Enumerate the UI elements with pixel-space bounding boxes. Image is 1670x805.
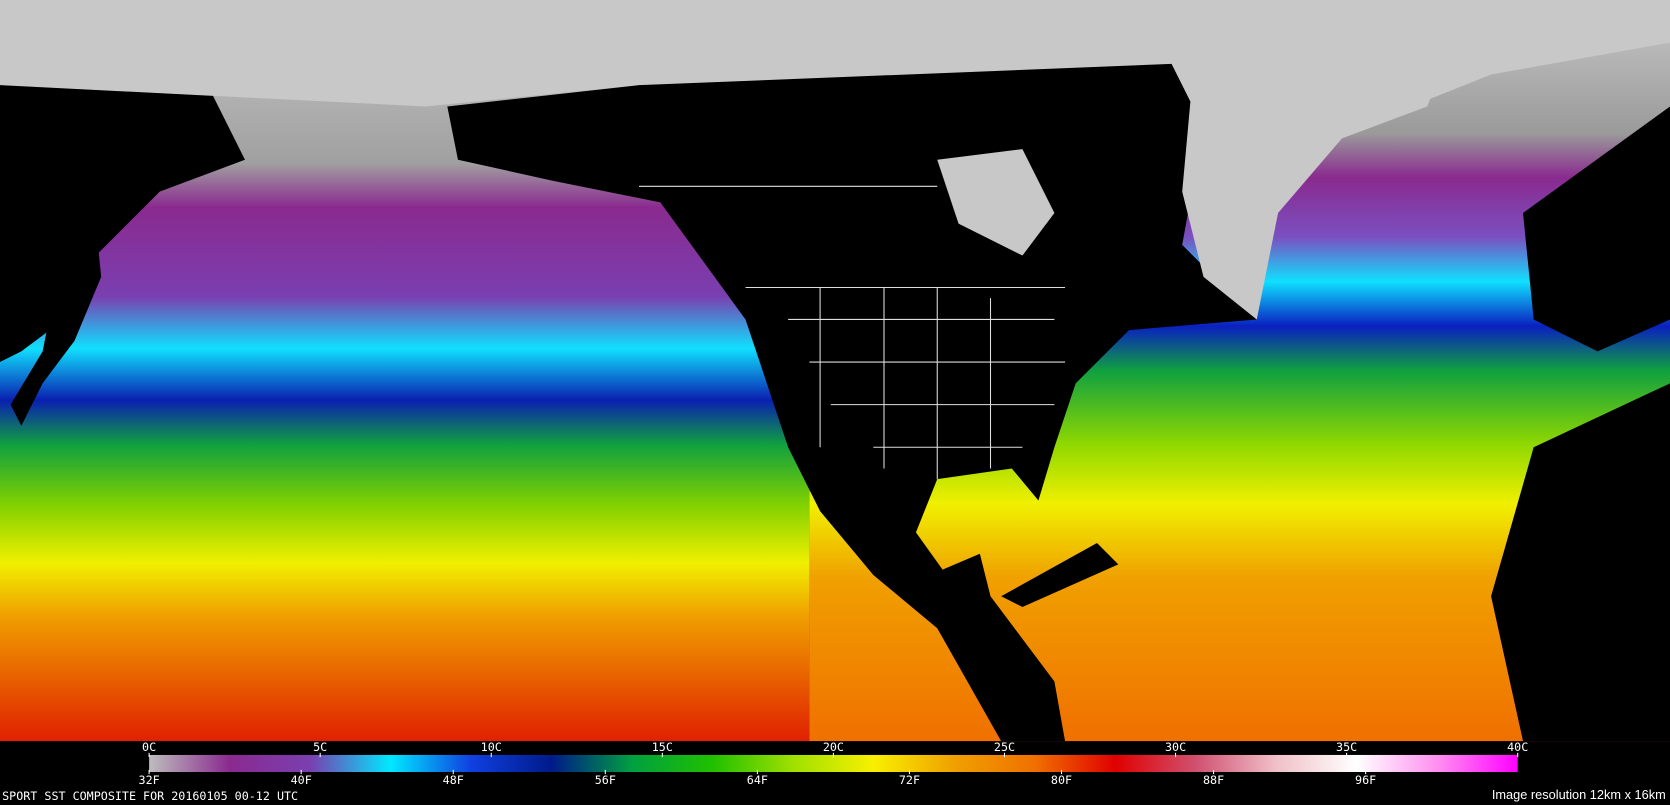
- hudson-bay-ice: [937, 149, 1055, 256]
- fahrenheit-tick-label: 48F: [443, 773, 464, 787]
- cuba-land: [1001, 543, 1119, 607]
- fahrenheit-tick-label: 88F: [1203, 773, 1224, 787]
- greenland-ice: [1182, 53, 1449, 320]
- celsius-tick-label: 30C: [1165, 740, 1186, 754]
- celsius-tick-label: 15C: [652, 740, 673, 754]
- fahrenheit-tick-label: 40F: [291, 773, 312, 787]
- fahrenheit-tick-label: 80F: [1051, 773, 1072, 787]
- europe-land: [1523, 106, 1670, 352]
- celsius-tick-label: 40C: [1507, 740, 1528, 754]
- resolution-box: [1446, 785, 1670, 805]
- state-borders: [639, 185, 1066, 480]
- fahrenheit-tick-label: 64F: [747, 773, 768, 787]
- japan-land: [10, 223, 102, 426]
- celsius-tick-label: 35C: [1336, 740, 1357, 754]
- fahrenheit-tick-label: 32F: [139, 773, 160, 787]
- fahrenheit-tick-label: 72F: [899, 773, 920, 787]
- celsius-tick-label: 25C: [994, 740, 1015, 754]
- celsius-tick-label: 5C: [313, 740, 327, 754]
- fahrenheit-tick-label: 96F: [1355, 773, 1376, 787]
- celsius-tick-label: 0C: [142, 740, 156, 754]
- color-scale: [149, 754, 1518, 772]
- celsius-tick-label: 20C: [823, 740, 844, 754]
- resolution-note: Image resolution 12km x 16km: [1492, 787, 1666, 802]
- caption: SPORT SST COMPOSITE FOR 20160105 00-12 U…: [2, 789, 298, 803]
- fahrenheit-tick-label: 56F: [595, 773, 616, 787]
- africa-land: [1491, 383, 1670, 742]
- celsius-tick-label: 10C: [481, 740, 502, 754]
- north-america-land: [447, 63, 1257, 742]
